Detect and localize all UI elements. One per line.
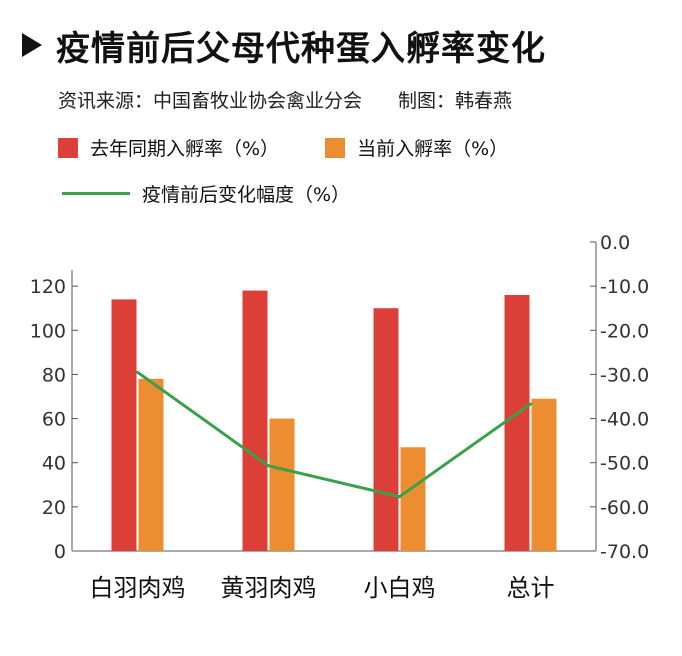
legend-swatch-curr (325, 137, 346, 158)
legend-swatch-prev (58, 137, 78, 158)
legend-item-prev: 去年同期入孵率（%） (58, 134, 279, 161)
y-right-tick-label: -70.0 (600, 541, 649, 563)
bar-prev (504, 294, 530, 551)
change-point (529, 402, 532, 406)
y-left-tick-label: 60 (42, 409, 66, 431)
y-right-tick-label: -50.0 (600, 453, 649, 475)
y-right-tick-label: -60.0 (600, 497, 649, 519)
x-category-label: 黄羽肉鸡 (221, 574, 317, 602)
change-line (136, 371, 532, 499)
y-right-tick-label: -30.0 (600, 364, 649, 386)
legend-label-curr: 当前入孵率（%） (357, 138, 509, 160)
legend-item-curr: 当前入孵率（%） (325, 134, 508, 161)
legend-swatch-change (62, 192, 130, 195)
bar-prev (242, 290, 268, 551)
y-right-tick-label: 0.0 (600, 232, 630, 254)
bar-curr (531, 398, 557, 551)
x-category-label: 小白鸡 (364, 574, 436, 602)
y-left-tick-label: 0 (54, 541, 66, 563)
x-category-label: 总计 (507, 574, 555, 602)
bar-curr (269, 418, 295, 551)
y-left-tick-label: 40 (42, 453, 66, 475)
title-row: 疫情前后父母代种蛋入孵率变化 (22, 22, 546, 69)
y-left-tick-label: 80 (42, 364, 66, 386)
bar-curr (138, 378, 164, 551)
x-category-label: 白羽肉鸡 (90, 574, 186, 602)
legend-line-row: 疫情前后变化幅度（%） (62, 180, 350, 207)
y-left-tick-label: 100 (30, 320, 66, 342)
y-left-tick-label: 20 (42, 497, 66, 519)
legend-item-change: 疫情前后变化幅度（%） (62, 180, 350, 207)
change-point (136, 370, 139, 374)
chart-title: 疫情前后父母代种蛋入孵率变化 (56, 28, 546, 69)
legend-label-change: 疫情前后变化幅度（%） (142, 184, 351, 206)
source-text: 资讯来源：中国畜牧业协会禽业分会 (58, 90, 363, 112)
legend-label-prev: 去年同期入孵率（%） (90, 138, 280, 160)
triangle-bullet-icon (22, 33, 42, 57)
bar-prev (111, 299, 137, 551)
credit-text: 制图：韩春燕 (398, 90, 513, 112)
y-right-tick-label: -20.0 (600, 320, 649, 342)
chart-subtitle: 资讯来源：中国畜牧业协会禽业分会 制图：韩春燕 (58, 86, 512, 113)
change-point (398, 495, 401, 499)
y-left-tick-label: 120 (30, 276, 66, 298)
bar-curr (400, 447, 426, 551)
bar-prev (373, 308, 399, 551)
y-right-tick-label: -40.0 (600, 409, 649, 431)
legend-bars: 去年同期入孵率（%） 当前入孵率（%） (58, 134, 508, 161)
y-right-tick-label: -10.0 (600, 276, 649, 298)
change-point (267, 464, 270, 468)
